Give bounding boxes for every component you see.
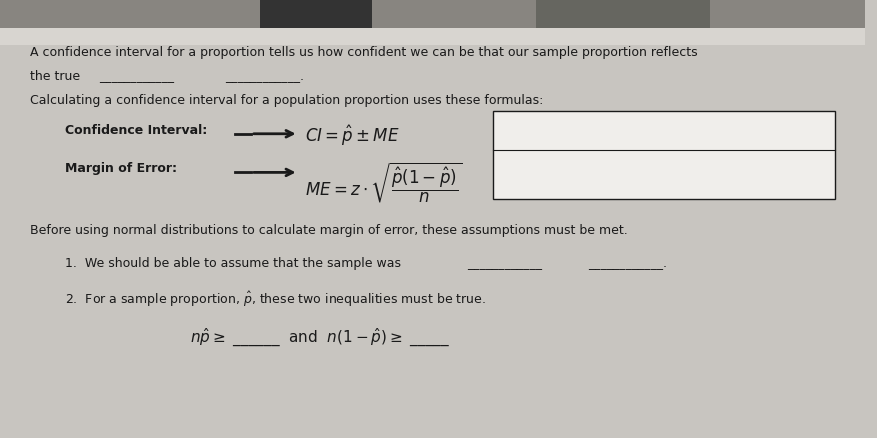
Bar	[537, 0, 709, 28]
Text: $ME = z \cdot \sqrt{\dfrac{\hat{p}(1-\hat{p})}{n}}$: $ME = z \cdot \sqrt{\dfrac{\hat{p}(1-\ha…	[304, 160, 462, 205]
Bar	[260, 0, 372, 28]
Bar	[0, 26, 866, 46]
Text: 1.  We should be able to assume that the sample was: 1. We should be able to assume that the …	[65, 256, 401, 269]
Text: sample mean confidence intervals.: sample mean confidence intervals.	[503, 138, 703, 148]
Text: 2.  For a sample proportion, $\hat{p}$, these two inequalities must be true.: 2. For a sample proportion, $\hat{p}$, t…	[65, 289, 486, 308]
Text: Calculating a confidence interval for a population proportion uses these formula: Calculating a confidence interval for a …	[31, 94, 544, 107]
Text: ____________: ____________	[99, 70, 175, 83]
Bar	[0, 0, 866, 28]
Text: ____________: ____________	[467, 256, 542, 269]
Text: ____________.: ____________.	[588, 256, 667, 269]
Text: $n$ is still the sample size.: $n$ is still the sample size.	[503, 156, 645, 170]
Text: Confidence Interval:: Confidence Interval:	[65, 124, 207, 137]
Text: A confidence interval for a proportion tells us how confident we can be that our: A confidence interval for a proportion t…	[31, 46, 698, 59]
Text: $n\hat{p} \geq$ ______  and  $n(1 - \hat{p}) \geq$ _____: $n\hat{p} \geq$ ______ and $n(1 - \hat{p…	[190, 326, 451, 349]
Text: $z$ is the same critical value used for: $z$ is the same critical value used for	[503, 118, 708, 130]
Text: $CI = \hat{p} \pm ME$: $CI = \hat{p} \pm ME$	[304, 124, 399, 148]
Text: Before using normal distributions to calculate margin of error, these assumption: Before using normal distributions to cal…	[31, 223, 628, 237]
Bar	[493, 112, 835, 199]
Text: ____________.: ____________.	[225, 70, 304, 83]
Text: the true: the true	[31, 70, 81, 83]
Text: Margin of Error:: Margin of Error:	[65, 162, 177, 175]
